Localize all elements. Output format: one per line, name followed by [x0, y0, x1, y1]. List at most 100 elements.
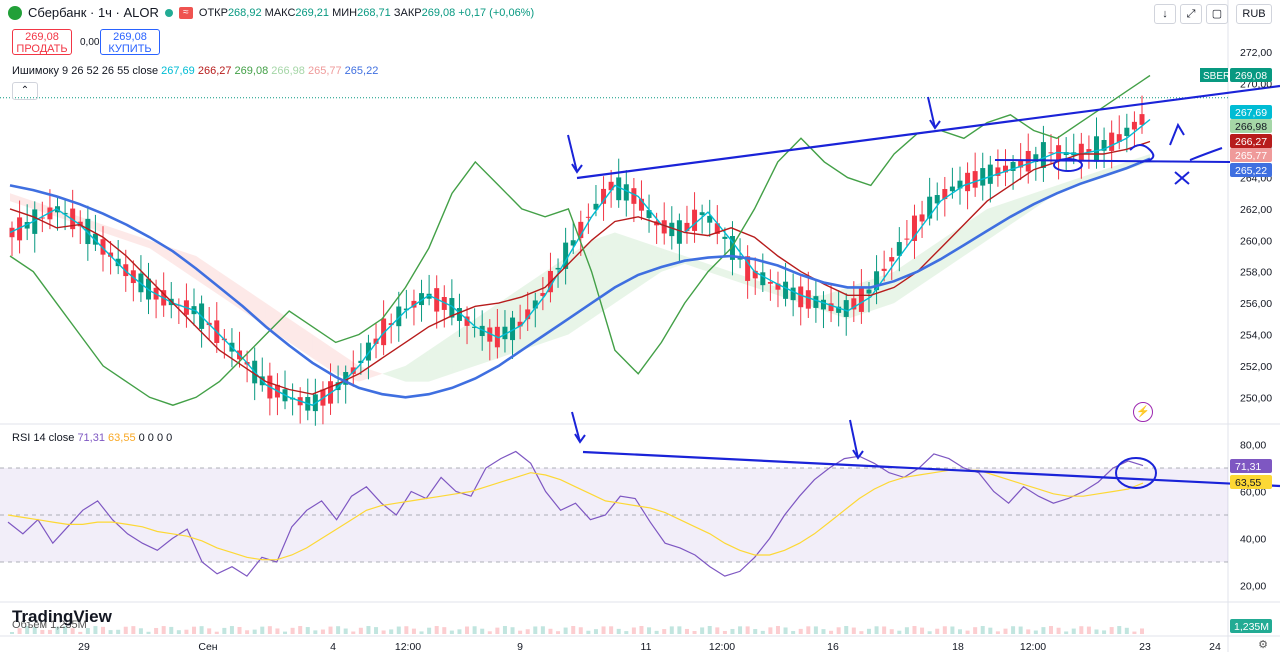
candle-body [32, 209, 38, 234]
volume-bar [609, 626, 614, 634]
candle-body [403, 308, 409, 311]
time-tick: 12:00 [395, 641, 421, 652]
candle-body [115, 258, 121, 267]
volume-bar [351, 631, 356, 634]
rsi-label-text: 71,31 [1235, 461, 1261, 473]
candle-body [707, 215, 713, 223]
candle-body [1131, 121, 1137, 130]
trendline [576, 84, 1280, 180]
volume-bar [487, 631, 492, 634]
volume-bar [859, 631, 864, 634]
volume-bar [669, 626, 674, 634]
price-label [1230, 148, 1272, 162]
rsi-zeros: 0 0 0 0 [138, 432, 173, 444]
volume-bar [108, 630, 113, 634]
price-label [1230, 68, 1272, 82]
price-axis: 272,00270,00268,00266,00264,00262,00260,… [1200, 47, 1272, 633]
ichimoku-value-5: 265,22 [341, 65, 379, 77]
candle-body [972, 171, 978, 188]
volume-bar [298, 626, 303, 634]
currency-button[interactable]: RUB [1236, 4, 1272, 24]
volume-bar [328, 626, 333, 634]
rsi-label [1230, 475, 1272, 489]
candle-body [896, 242, 902, 256]
replay-icon[interactable]: ≈ [178, 6, 193, 19]
toggle-icons[interactable]: ≈ [178, 6, 193, 19]
ichimoku-value-4: 265,77 [304, 65, 342, 77]
time-tick: 12:00 [709, 641, 735, 652]
price-tick: 254,00 [1240, 330, 1272, 342]
price-tick: 272,00 [1240, 47, 1272, 59]
sell-button[interactable]: 269,08 ПРОДАТЬ [12, 29, 72, 55]
price-tick: 256,00 [1240, 298, 1272, 310]
volume-bar [192, 626, 197, 634]
volume-bar [260, 626, 265, 634]
symbol-badge-text: SBER [1203, 71, 1230, 82]
candle-body [426, 293, 432, 299]
candle-body [965, 172, 971, 192]
cloud-segment [638, 240, 662, 288]
volume-bar [161, 626, 166, 634]
volume-bar [654, 630, 659, 634]
symbol-title[interactable]: Сбербанк · 1ч · ALOR [28, 5, 159, 20]
volume-bar [1064, 631, 1069, 634]
candle-body [843, 300, 849, 317]
candle-body [820, 299, 826, 310]
candle-body [525, 309, 531, 320]
price-label-text: 269,08 [1235, 70, 1267, 82]
cloud-segment [149, 240, 173, 264]
collapse-legend-button[interactable]: ⌃ [12, 82, 38, 100]
candle-body [358, 360, 364, 364]
cloud-segment [382, 365, 406, 382]
volume-legend[interactable]: Объем 1,235M [12, 619, 87, 631]
cloud-segment [196, 256, 220, 296]
fullscreen-icon[interactable]: ▢ [1206, 4, 1228, 24]
candle-body [927, 196, 933, 219]
sell-label: ПРОДАТЬ [16, 43, 68, 55]
volume-bar [738, 626, 743, 634]
cloud-segment [614, 232, 639, 304]
volume-bar [684, 628, 689, 634]
volume-bar [647, 627, 652, 634]
rsi-band [0, 467, 1228, 563]
volume-bar [639, 626, 644, 634]
rsi-label [1230, 459, 1272, 473]
candle-body [646, 210, 652, 218]
cloud-segment [801, 295, 825, 311]
price-label-text: 266,98 [1235, 121, 1267, 133]
time-tick: Сен [198, 641, 217, 652]
volume-bar [813, 626, 818, 634]
ichimoku-legend[interactable]: Ишимоку 9 26 52 26 55 close 267,69 266,2… [12, 65, 379, 77]
arrow-head [852, 449, 864, 460]
candle-body [987, 164, 993, 184]
volume-bar [1071, 628, 1076, 634]
maximize-icon[interactable]: ⤢ [1180, 4, 1202, 24]
cloud-segment [917, 240, 941, 288]
ohlc-readout: ОТКР268,92 МАКС269,21 МИН268,71 ЗАКР269,… [198, 6, 535, 19]
price-tick: 258,00 [1240, 267, 1272, 279]
volume-bar [1079, 626, 1084, 634]
arrow [849, 419, 859, 459]
volume-label-text: 1,235M [1234, 621, 1269, 633]
volume-bar [47, 629, 52, 634]
ichimoku-line-2 [9, 74, 1151, 406]
candle-body [472, 326, 478, 328]
volume-bar [753, 629, 758, 634]
volume-bar [245, 630, 250, 634]
candle-body [434, 288, 440, 312]
symbol-badge [1200, 68, 1228, 82]
gear-icon[interactable]: ⚙ [1258, 639, 1268, 651]
volume-bar [55, 626, 60, 634]
arrow-down-icon[interactable]: ↓ [1154, 4, 1176, 24]
rsi-label-text: 63,55 [1235, 477, 1261, 489]
arrow-head [574, 433, 586, 444]
buy-button[interactable]: 269,08 КУПИТЬ [100, 29, 160, 55]
candle-body [1040, 142, 1046, 168]
time-tick: 4 [330, 641, 336, 652]
candle-body [775, 283, 781, 290]
lightning-icon[interactable]: ⚡ [1133, 402, 1153, 422]
candle-body [729, 235, 735, 260]
candle-body [517, 321, 523, 327]
rsi-legend[interactable]: RSI 14 close 71,31 63,55 0 0 0 0 [12, 432, 173, 444]
volume-bar [563, 627, 568, 634]
